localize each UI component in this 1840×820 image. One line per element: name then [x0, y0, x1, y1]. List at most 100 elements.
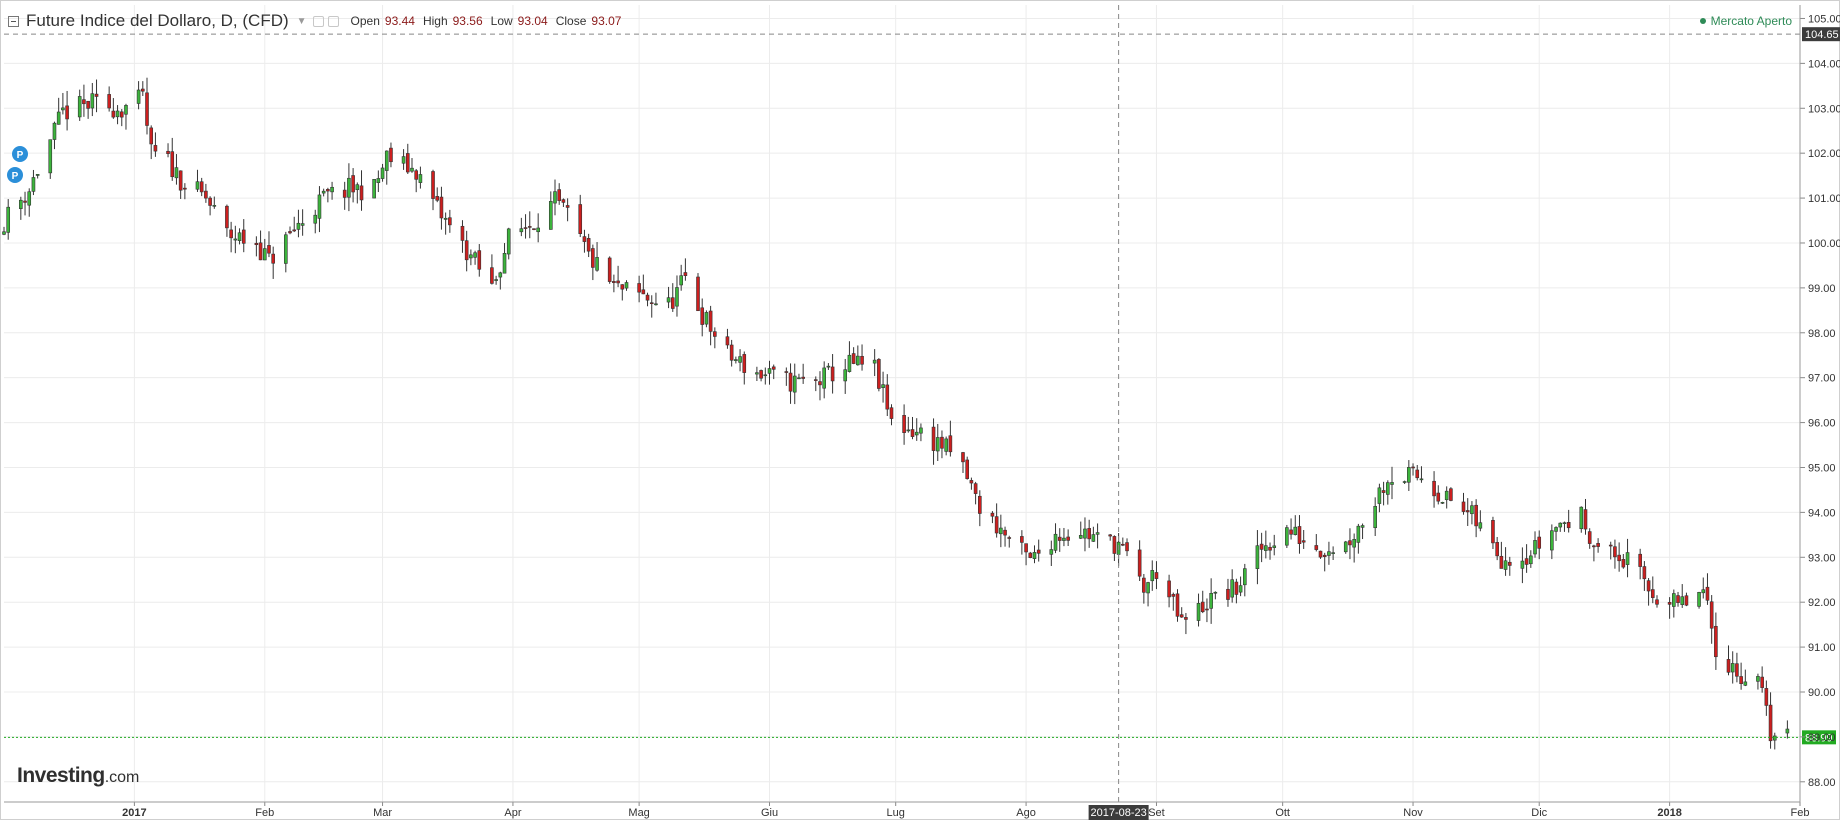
- candle-up[interactable]: [1470, 505, 1474, 515]
- candle-down[interactable]: [620, 284, 625, 290]
- candle-down[interactable]: [1709, 601, 1714, 629]
- candle-down[interactable]: [389, 147, 393, 163]
- investing-logo[interactable]: Investing.com: [17, 764, 139, 788]
- candle-up[interactable]: [1672, 593, 1676, 607]
- candle-down[interactable]: [940, 436, 944, 449]
- candle-down[interactable]: [1592, 545, 1596, 548]
- candle-down[interactable]: [267, 245, 271, 254]
- candle-up[interactable]: [1533, 540, 1537, 555]
- candle-down[interactable]: [1142, 577, 1146, 593]
- candle-down[interactable]: [1036, 549, 1041, 554]
- candle-up[interactable]: [1743, 681, 1748, 686]
- candle-down[interactable]: [1449, 488, 1453, 501]
- candle-up[interactable]: [313, 214, 318, 224]
- candle-down[interactable]: [1764, 688, 1769, 706]
- candle-down[interactable]: [931, 426, 936, 451]
- candle-down[interactable]: [1108, 534, 1113, 537]
- candle-down[interactable]: [94, 93, 99, 97]
- candle-down[interactable]: [288, 231, 292, 234]
- candle-down[interactable]: [784, 371, 789, 373]
- candle-down[interactable]: [1179, 614, 1184, 618]
- candle-down[interactable]: [1667, 602, 1672, 605]
- candle-up[interactable]: [847, 354, 852, 372]
- candle-up[interactable]: [999, 527, 1003, 535]
- candle-up[interactable]: [347, 177, 351, 198]
- candle-up[interactable]: [376, 178, 381, 183]
- candle-down[interactable]: [910, 429, 915, 437]
- candle-down[interactable]: [1234, 581, 1239, 595]
- candle-up[interactable]: [115, 110, 120, 118]
- candle-down[interactable]: [591, 248, 595, 268]
- candle-up[interactable]: [666, 297, 671, 303]
- candle-up[interactable]: [536, 227, 540, 233]
- candle-down[interactable]: [1226, 588, 1230, 600]
- candle-down[interactable]: [1537, 536, 1542, 549]
- candle-up[interactable]: [1213, 591, 1218, 594]
- candle-down[interactable]: [527, 226, 532, 228]
- candle-up[interactable]: [1440, 502, 1445, 504]
- settings-icon[interactable]: [312, 15, 324, 27]
- candle-down[interactable]: [271, 253, 275, 264]
- candle-up[interactable]: [1150, 570, 1155, 582]
- candle-up[interactable]: [1293, 526, 1298, 535]
- candle-up[interactable]: [195, 181, 200, 190]
- candle-down[interactable]: [1125, 542, 1129, 552]
- candle-down[interactable]: [969, 480, 974, 484]
- candle-up[interactable]: [506, 228, 511, 255]
- pivot-marker-icon[interactable]: [12, 146, 28, 162]
- candle-up[interactable]: [843, 369, 848, 382]
- candle-up[interactable]: [1785, 728, 1790, 734]
- candle-down[interactable]: [241, 229, 246, 244]
- candle-down[interactable]: [1739, 676, 1743, 684]
- candle-up[interactable]: [1209, 592, 1213, 609]
- candle-down[interactable]: [1171, 594, 1176, 597]
- candle-up[interactable]: [48, 139, 53, 174]
- candle-up[interactable]: [1196, 603, 1201, 621]
- candle-up[interactable]: [1697, 592, 1701, 607]
- candle-down[interactable]: [166, 150, 170, 154]
- candle-down[interactable]: [1726, 659, 1731, 673]
- candle-up[interactable]: [1095, 532, 1100, 535]
- candle-down[interactable]: [435, 196, 440, 201]
- candle-up[interactable]: [233, 238, 238, 241]
- candle-up[interactable]: [6, 206, 11, 233]
- candle-up[interactable]: [1230, 579, 1234, 598]
- candle-up[interactable]: [1062, 537, 1066, 541]
- candle-up[interactable]: [355, 184, 360, 191]
- candle-up[interactable]: [1529, 555, 1533, 565]
- candle-down[interactable]: [1167, 580, 1171, 598]
- candle-up[interactable]: [734, 359, 738, 361]
- candle-down[interactable]: [1297, 526, 1302, 544]
- candle-down[interactable]: [877, 359, 881, 389]
- candle-down[interactable]: [258, 242, 263, 261]
- candle-down[interactable]: [818, 381, 822, 386]
- candle-down[interactable]: [1613, 546, 1617, 558]
- candle-down[interactable]: [1007, 537, 1012, 539]
- candle-down[interactable]: [885, 384, 890, 410]
- candle-up[interactable]: [330, 186, 334, 193]
- candle-up[interactable]: [1520, 560, 1525, 569]
- candle-down[interactable]: [578, 204, 583, 234]
- candle-up[interactable]: [494, 279, 498, 281]
- candle-up[interactable]: [519, 228, 524, 233]
- candle-up[interactable]: [1356, 525, 1361, 543]
- candle-up[interactable]: [1503, 560, 1508, 570]
- candle-down[interactable]: [1676, 595, 1680, 603]
- candle-up[interactable]: [498, 272, 503, 278]
- candle-up[interactable]: [906, 429, 911, 432]
- candle-up[interactable]: [1264, 545, 1268, 551]
- candle-up[interactable]: [35, 174, 40, 176]
- candle-up[interactable]: [595, 257, 599, 271]
- candle-down[interactable]: [973, 483, 978, 494]
- candle-up[interactable]: [401, 156, 406, 164]
- candle-up[interactable]: [704, 312, 709, 325]
- candle-down[interactable]: [351, 175, 355, 193]
- candle-up[interactable]: [1331, 552, 1335, 554]
- candle-up[interactable]: [767, 368, 772, 374]
- candle-down[interactable]: [65, 105, 69, 120]
- candle-up[interactable]: [763, 374, 768, 377]
- candle-down[interactable]: [830, 366, 835, 382]
- candle-up[interactable]: [755, 372, 759, 375]
- candle-up[interactable]: [1680, 596, 1685, 605]
- candle-down[interactable]: [199, 181, 204, 193]
